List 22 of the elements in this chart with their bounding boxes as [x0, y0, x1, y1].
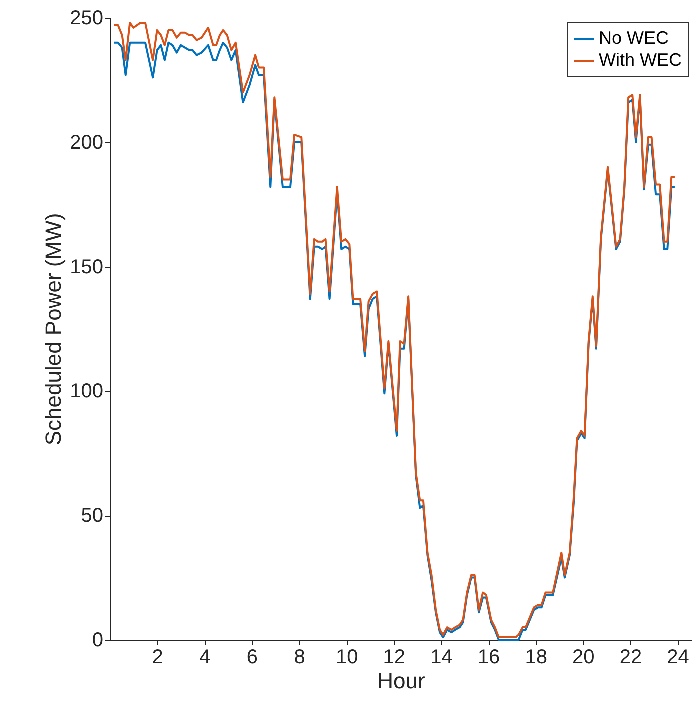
y-tick-label: 250 [70, 8, 104, 30]
y-axis-title: Scheduled Power (MW) [41, 213, 66, 446]
y-tick-label: 0 [92, 630, 104, 652]
legend-label: No WEC [599, 28, 670, 48]
x-tick-label: 20 [572, 646, 595, 668]
x-axis-title: Hour [378, 668, 426, 694]
x-tick-label: 4 [200, 646, 211, 668]
legend-label: With WEC [599, 50, 682, 70]
x-tick-label: 16 [478, 646, 500, 668]
y-tick-label: 200 [70, 132, 104, 154]
x-tick-label: 6 [246, 646, 258, 668]
y-tick-label: 50 [81, 505, 104, 528]
y-tick-label: 150 [70, 256, 104, 278]
x-tick-label: 22 [620, 646, 642, 668]
x-tick-label: 14 [430, 646, 453, 668]
x-tick-label: 18 [525, 646, 548, 668]
y-tick-label: 100 [70, 380, 104, 403]
x-tick-label: 8 [294, 646, 306, 668]
x-tick-label: 10 [336, 646, 358, 668]
x-tick-label: 12 [383, 646, 406, 668]
x-tick-label: 2 [152, 646, 164, 668]
x-tick-label: 24 [667, 646, 690, 668]
